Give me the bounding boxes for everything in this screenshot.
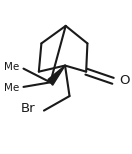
Text: Me: Me <box>4 83 20 93</box>
Polygon shape <box>48 66 65 85</box>
Text: Me: Me <box>4 62 20 72</box>
Text: O: O <box>119 74 129 87</box>
Text: Br: Br <box>20 102 35 115</box>
